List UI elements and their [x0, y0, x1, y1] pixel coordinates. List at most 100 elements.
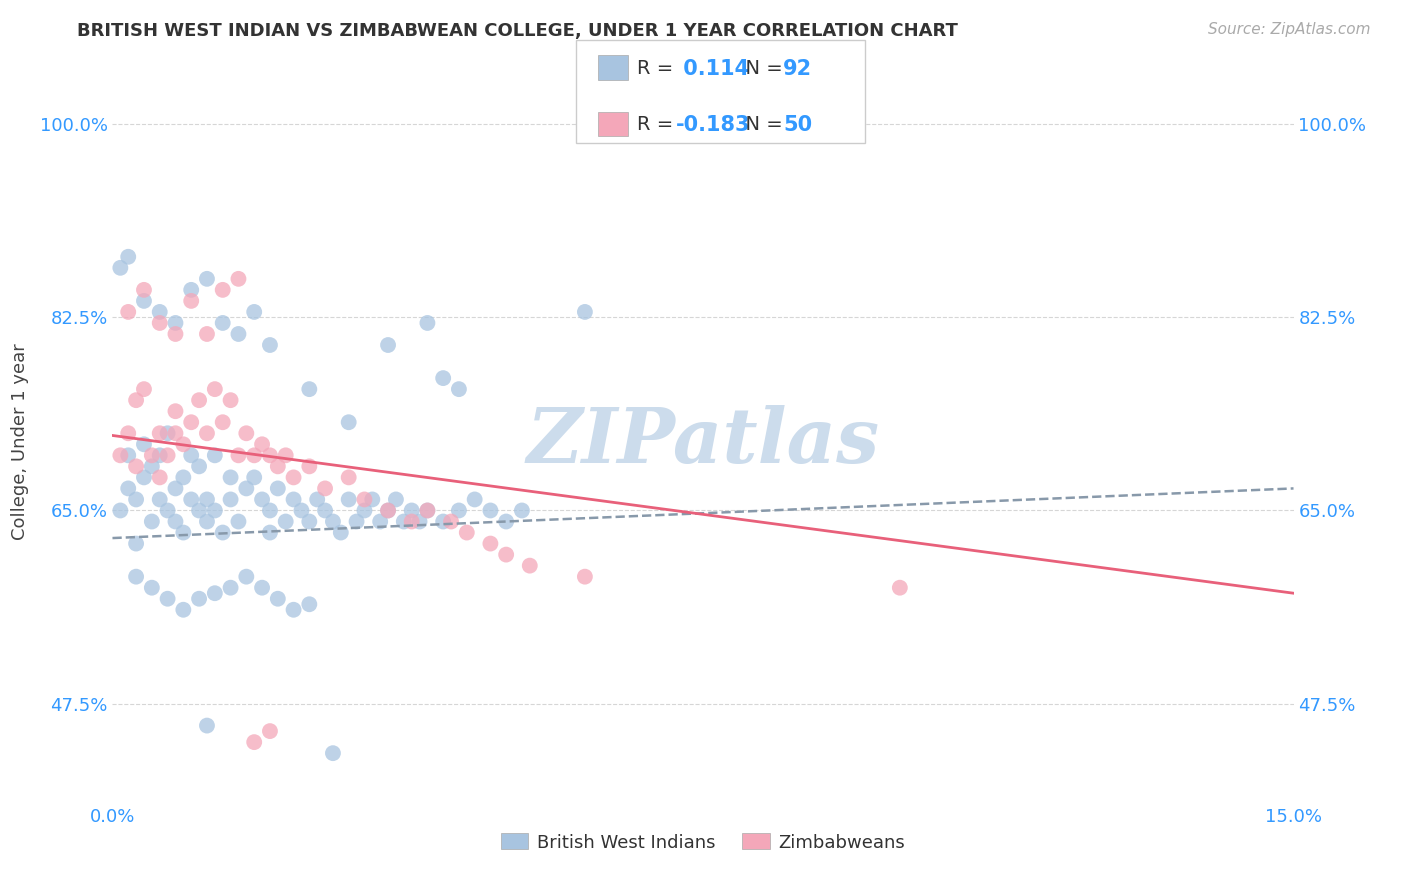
Point [188, 503, 211, 517]
Point [259, 448, 281, 462]
Point [259, 724, 281, 739]
Point [298, 597, 321, 611]
Point [250, 581, 273, 595]
Point [495, 515, 517, 529]
Point [250, 492, 273, 507]
Point [219, 581, 242, 595]
Text: N =: N = [733, 115, 789, 135]
Point [165, 404, 187, 418]
Point [377, 503, 399, 517]
Point [188, 459, 211, 474]
Point [149, 305, 172, 319]
Point [188, 591, 211, 606]
Point [149, 470, 172, 484]
Point [141, 581, 163, 595]
Point [204, 448, 226, 462]
Point [195, 515, 218, 529]
Point [141, 459, 163, 474]
Point [110, 260, 132, 275]
Point [149, 448, 172, 462]
Point [298, 459, 321, 474]
Point [228, 326, 250, 341]
Point [235, 569, 257, 583]
Legend: British West Indians, Zimbabweans: British West Indians, Zimbabweans [494, 826, 912, 859]
Point [447, 503, 470, 517]
Point [125, 459, 148, 474]
Point [125, 492, 148, 507]
Point [132, 382, 155, 396]
Point [180, 448, 202, 462]
Point [165, 426, 187, 441]
Text: R =: R = [637, 59, 679, 78]
Point [172, 603, 194, 617]
Point [243, 470, 266, 484]
Point [283, 470, 305, 484]
Point [211, 283, 233, 297]
Point [377, 338, 399, 352]
Point [125, 393, 148, 408]
Point [408, 515, 430, 529]
Point [141, 448, 163, 462]
Point [432, 515, 454, 529]
Text: R =: R = [637, 115, 679, 135]
Point [235, 426, 257, 441]
Text: -0.183: -0.183 [676, 115, 751, 135]
Point [235, 482, 257, 496]
Point [188, 393, 211, 408]
Text: Source: ZipAtlas.com: Source: ZipAtlas.com [1208, 22, 1371, 37]
Point [519, 558, 541, 573]
Text: ZIPatlas: ZIPatlas [526, 405, 880, 478]
Point [211, 316, 233, 330]
Point [180, 415, 202, 429]
Point [156, 448, 179, 462]
Point [416, 316, 439, 330]
Point [385, 492, 408, 507]
Point [337, 492, 360, 507]
Point [298, 515, 321, 529]
Point [165, 482, 187, 496]
Point [243, 305, 266, 319]
Text: N =: N = [733, 59, 789, 78]
Point [172, 437, 194, 451]
Point [464, 492, 486, 507]
Point [401, 503, 423, 517]
Point [219, 470, 242, 484]
Point [392, 515, 415, 529]
Point [204, 382, 226, 396]
Point [132, 293, 155, 308]
Point [243, 448, 266, 462]
Point [211, 415, 233, 429]
Y-axis label: College, Under 1 year: College, Under 1 year [10, 343, 28, 540]
Point [479, 503, 502, 517]
Point [329, 525, 352, 540]
Point [117, 426, 139, 441]
Point [228, 272, 250, 286]
Point [353, 492, 375, 507]
Point [125, 569, 148, 583]
Point [298, 382, 321, 396]
Point [125, 536, 148, 550]
Point [432, 371, 454, 385]
Point [267, 459, 290, 474]
Text: 0.114: 0.114 [676, 59, 749, 78]
Point [290, 503, 312, 517]
Point [479, 536, 502, 550]
Point [377, 503, 399, 517]
Point [346, 515, 368, 529]
Point [416, 503, 439, 517]
Point [165, 316, 187, 330]
Point [314, 482, 336, 496]
Point [243, 735, 266, 749]
Point [141, 515, 163, 529]
Point [259, 338, 281, 352]
Point [132, 470, 155, 484]
Point [447, 382, 470, 396]
Point [110, 503, 132, 517]
Point [117, 305, 139, 319]
Point [156, 591, 179, 606]
Point [337, 470, 360, 484]
Point [250, 437, 273, 451]
Point [401, 515, 423, 529]
Point [314, 503, 336, 517]
Text: 92: 92 [783, 59, 813, 78]
